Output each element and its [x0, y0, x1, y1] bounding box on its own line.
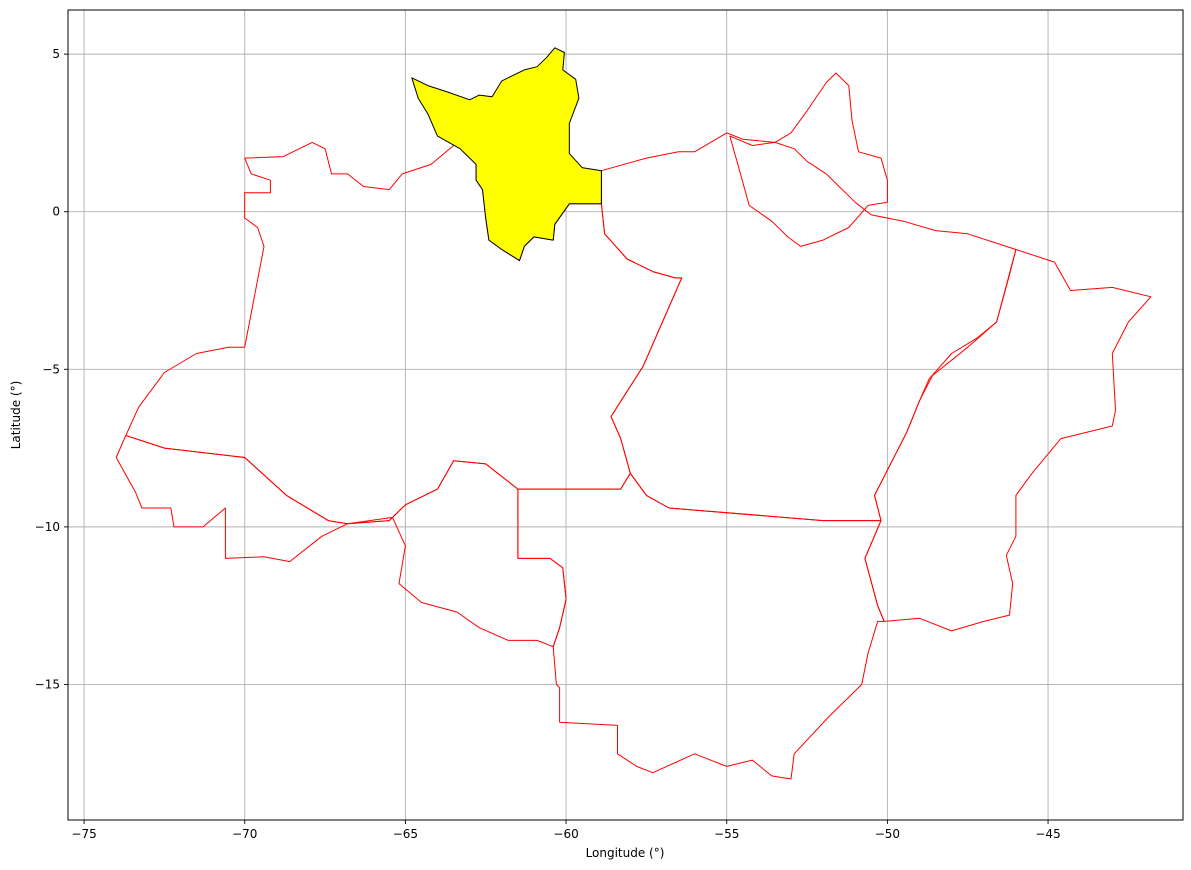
x-tick-label: −60 — [553, 827, 578, 841]
state-outline — [115, 435, 349, 563]
x-tick-label: −45 — [1035, 827, 1060, 841]
y-tick-label: 0 — [52, 205, 60, 219]
x-tick-label: −65 — [393, 827, 418, 841]
plot-frame — [67, 9, 1184, 821]
y-axis-label: Latitude (°) — [9, 381, 23, 450]
y-tick-label: 5 — [52, 47, 60, 61]
x-tick-label: −55 — [714, 827, 739, 841]
y-tick-label: −15 — [35, 677, 60, 691]
state-outline — [864, 249, 1152, 632]
x-tick-label: −70 — [232, 827, 257, 841]
y-tick-label: −10 — [35, 520, 60, 534]
state-outline — [517, 472, 885, 780]
highlighted-state — [411, 47, 602, 262]
state-outline — [600, 132, 1017, 522]
x-tick-label: −50 — [875, 827, 900, 841]
x-axis-label: Longitude (°) — [586, 846, 665, 860]
x-tick-label: −75 — [71, 827, 96, 841]
state-boundaries — [115, 72, 1152, 780]
axis-ticks: −75 −70 −65 −60 −55 −50 −45 5 0 −5 −10 −15 — [35, 47, 1061, 841]
grid-lines — [68, 10, 1183, 820]
y-tick-label: −5 — [42, 362, 60, 376]
highlighted-state-shape — [411, 47, 602, 262]
state-outline — [729, 72, 888, 247]
